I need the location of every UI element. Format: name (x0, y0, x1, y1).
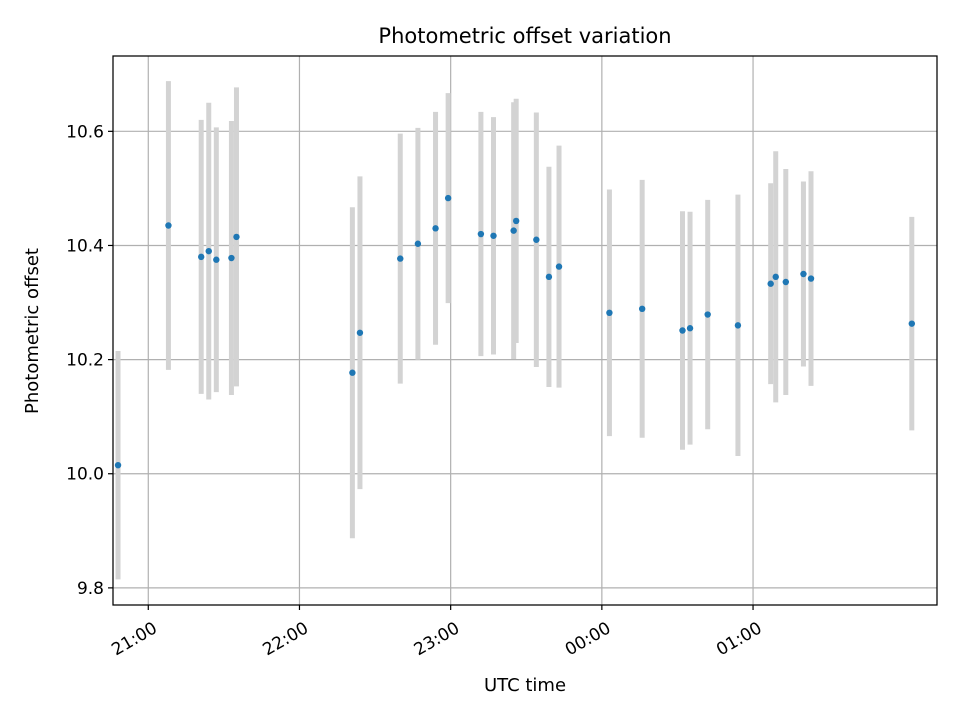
data-point (800, 270, 807, 278)
data-point (228, 254, 235, 262)
y-tick-label: 10.0 (66, 465, 104, 485)
data-point (533, 236, 540, 243)
grid-lines (113, 56, 937, 605)
chart-title: Photometric offset variation (378, 24, 671, 48)
x-axis-title: UTC time (484, 675, 566, 696)
data-point (606, 309, 613, 317)
y-tick-label: 10.4 (66, 236, 104, 256)
data-point (233, 233, 240, 241)
data-point (767, 280, 774, 287)
data-point (444, 194, 452, 202)
y-tick-label: 10.6 (66, 122, 104, 142)
data-points (114, 194, 916, 469)
y-tick-label: 10.2 (66, 351, 104, 371)
data-point (638, 305, 646, 313)
data-point (490, 232, 497, 239)
data-point (782, 278, 790, 286)
data-point (205, 247, 212, 255)
data-point (772, 273, 779, 281)
data-point (545, 273, 553, 281)
data-point (197, 253, 205, 261)
data-point (397, 255, 404, 262)
data-point (512, 217, 520, 225)
data-point (679, 327, 686, 334)
data-point (908, 320, 916, 327)
data-point (213, 256, 220, 263)
data-point (349, 369, 356, 376)
data-point (686, 325, 694, 332)
y-tick-label: 9.8 (77, 579, 104, 599)
data-point (510, 227, 517, 234)
data-point (432, 225, 439, 232)
plot-area (113, 56, 937, 605)
data-point (114, 461, 122, 469)
data-point (477, 230, 485, 238)
plot-frame (112, 55, 938, 606)
data-point (356, 329, 364, 336)
data-point (555, 263, 563, 270)
data-point (414, 240, 422, 247)
data-point (734, 322, 742, 329)
data-point (165, 222, 172, 229)
y-axis-title: Photometric offset (22, 248, 43, 414)
data-point (704, 311, 711, 318)
data-point (807, 275, 815, 282)
